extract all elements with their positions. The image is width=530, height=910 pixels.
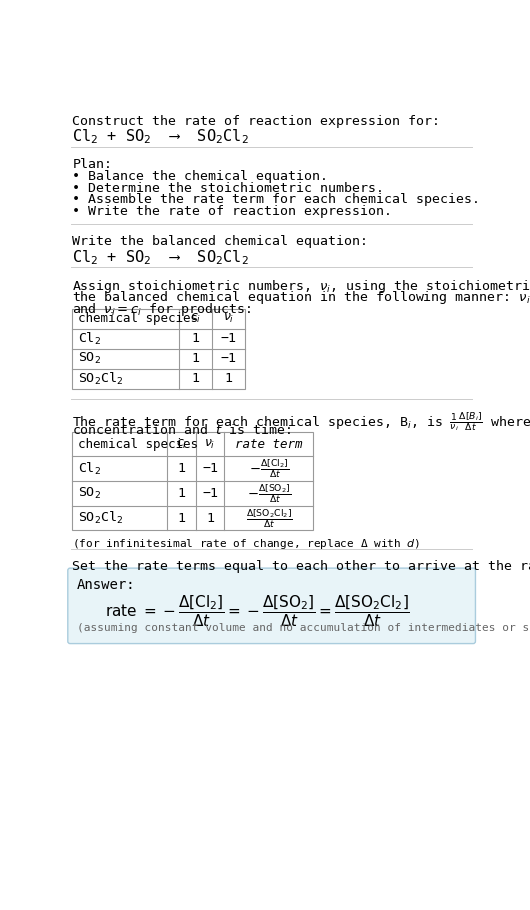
Text: Plan:: Plan:: [73, 157, 112, 171]
Text: SO$_2$Cl$_2$: SO$_2$Cl$_2$: [78, 370, 123, 387]
Text: SO$_2$: SO$_2$: [78, 486, 101, 501]
Text: The rate term for each chemical species, B$_i$, is $\frac{1}{\nu_i}\frac{\Delta[: The rate term for each chemical species,…: [73, 410, 530, 433]
Bar: [73, 432, 313, 531]
Text: 1: 1: [178, 487, 186, 500]
Text: SO$_2$: SO$_2$: [78, 351, 101, 366]
Text: • Assemble the rate term for each chemical species.: • Assemble the rate term for each chemic…: [73, 193, 481, 207]
Text: SO$_2$Cl$_2$: SO$_2$Cl$_2$: [78, 510, 123, 526]
Text: $\frac{\Delta[\mathrm{SO}_2\mathrm{Cl}_2]}{\Delta t}$: $\frac{\Delta[\mathrm{SO}_2\mathrm{Cl}_2…: [245, 507, 292, 530]
Text: Cl$_2$: Cl$_2$: [78, 330, 101, 347]
Text: 1: 1: [192, 332, 200, 345]
Text: 1: 1: [178, 462, 186, 475]
Text: $\nu_i$: $\nu_i$: [205, 438, 216, 450]
Text: −1: −1: [202, 462, 218, 475]
Text: and $\nu_i = c_i$ for products:: and $\nu_i = c_i$ for products:: [73, 301, 252, 318]
Text: chemical species: chemical species: [78, 438, 198, 450]
Text: 1: 1: [206, 511, 214, 524]
Text: chemical species: chemical species: [78, 312, 198, 325]
Text: rate $= -\dfrac{\Delta[\mathrm{Cl_2}]}{\Delta t} = -\dfrac{\Delta[\mathrm{SO_2}]: rate $= -\dfrac{\Delta[\mathrm{Cl_2}]}{\…: [105, 593, 410, 630]
Text: −1: −1: [220, 332, 236, 345]
Text: $-\frac{\Delta[\mathrm{SO}_2]}{\Delta t}$: $-\frac{\Delta[\mathrm{SO}_2]}{\Delta t}…: [247, 482, 291, 505]
Text: $\nu_i$: $\nu_i$: [223, 312, 234, 325]
Text: Cl$_2$ + SO$_2$  ⟶  SO$_2$Cl$_2$: Cl$_2$ + SO$_2$ ⟶ SO$_2$Cl$_2$: [73, 248, 250, 267]
Text: (for infinitesimal rate of change, replace Δ with $d$): (for infinitesimal rate of change, repla…: [73, 537, 421, 551]
Text: Set the rate terms equal to each other to arrive at the rate expression:: Set the rate terms equal to each other t…: [73, 560, 530, 572]
Text: −1: −1: [220, 352, 236, 365]
Text: rate term: rate term: [235, 438, 303, 450]
Text: 1: 1: [178, 511, 186, 524]
Text: −1: −1: [202, 487, 218, 500]
Text: 1: 1: [192, 372, 200, 385]
Text: • Determine the stoichiometric numbers.: • Determine the stoichiometric numbers.: [73, 182, 384, 195]
Text: Assign stoichiometric numbers, $\nu_i$, using the stoichiometric coefficients, $: Assign stoichiometric numbers, $\nu_i$, …: [73, 278, 530, 295]
Text: $-\frac{\Delta[\mathrm{Cl}_2]}{\Delta t}$: $-\frac{\Delta[\mathrm{Cl}_2]}{\Delta t}…: [249, 458, 289, 480]
Text: • Write the rate of reaction expression.: • Write the rate of reaction expression.: [73, 205, 392, 217]
Text: the balanced chemical equation in the following manner: $\nu_i = -c_i$ for react: the balanced chemical equation in the fo…: [73, 289, 530, 307]
Text: 1: 1: [224, 372, 232, 385]
Text: Cl$_2$: Cl$_2$: [78, 460, 101, 477]
Text: 1: 1: [192, 352, 200, 365]
Text: Answer:: Answer:: [77, 578, 136, 592]
Text: (assuming constant volume and no accumulation of intermediates or side products): (assuming constant volume and no accumul…: [77, 622, 530, 632]
Text: Cl$_2$ + SO$_2$  ⟶  SO$_2$Cl$_2$: Cl$_2$ + SO$_2$ ⟶ SO$_2$Cl$_2$: [73, 127, 250, 147]
Text: $c_i$: $c_i$: [190, 312, 201, 325]
Text: $c_i$: $c_i$: [176, 438, 187, 450]
Text: Construct the rate of reaction expression for:: Construct the rate of reaction expressio…: [73, 115, 440, 127]
Text: Write the balanced chemical equation:: Write the balanced chemical equation:: [73, 235, 368, 248]
Text: • Balance the chemical equation.: • Balance the chemical equation.: [73, 170, 329, 183]
Text: concentration and $t$ is time:: concentration and $t$ is time:: [73, 422, 292, 437]
Bar: [73, 308, 244, 389]
FancyBboxPatch shape: [68, 568, 475, 643]
